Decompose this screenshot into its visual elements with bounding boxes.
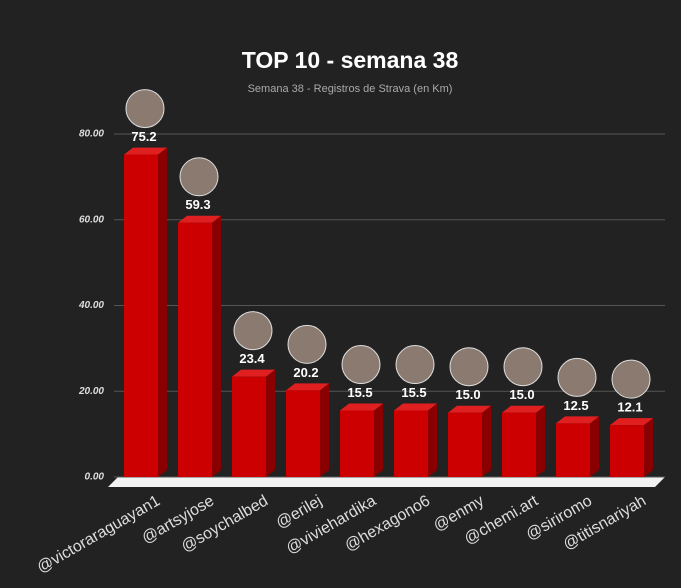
bar-top (394, 403, 437, 411)
bar-side (482, 405, 491, 477)
bar-side (266, 369, 275, 477)
bar-top (340, 403, 383, 411)
value-label: 15.0 (455, 387, 480, 402)
bar-top (286, 383, 329, 391)
value-label: 15.5 (347, 385, 372, 400)
bar-top (502, 405, 545, 413)
bar (340, 410, 374, 477)
y-tick-label: 40.00 (78, 300, 104, 311)
avatar (233, 311, 273, 351)
bar-top (232, 369, 275, 377)
value-label: 20.2 (293, 365, 318, 380)
bar (286, 390, 320, 477)
value-label: 12.5 (563, 398, 588, 413)
chart-title: TOP 10 - semana 38 (242, 47, 459, 73)
bar-side (428, 403, 437, 477)
bar-top (556, 416, 599, 424)
value-label: 12.1 (617, 400, 642, 415)
bar-side (590, 416, 599, 477)
chart-subtitle: Semana 38 - Registros de Strava (en Km) (248, 83, 453, 95)
bar-side (320, 383, 329, 477)
value-label: 59.3 (185, 197, 210, 212)
avatar (557, 357, 597, 397)
y-tick-label: 0.00 (85, 472, 105, 483)
bar-top (124, 147, 167, 155)
bar-side (374, 403, 383, 477)
bar-side (158, 147, 167, 477)
bar (610, 425, 644, 477)
avatar (503, 347, 543, 387)
bar (502, 412, 536, 477)
bar-side (212, 215, 221, 477)
avatar (341, 345, 381, 385)
value-label: 15.5 (401, 385, 426, 400)
y-tick-label: 20.00 (78, 386, 104, 397)
value-label: 75.2 (131, 129, 156, 144)
avatar (125, 89, 165, 129)
bar-side (644, 418, 653, 477)
bar-top (178, 215, 221, 223)
bar-top (448, 405, 491, 413)
bar (232, 376, 266, 477)
bar (556, 423, 590, 477)
value-label: 23.4 (239, 351, 265, 366)
avatar (611, 359, 651, 399)
bar-top (610, 418, 653, 426)
bar (178, 222, 212, 477)
avatar (395, 345, 435, 385)
bar (394, 410, 428, 477)
y-tick-label: 80.00 (79, 129, 104, 140)
avatar (179, 157, 219, 197)
bar (124, 154, 158, 477)
bar (448, 412, 482, 477)
value-label: 15.0 (509, 387, 534, 402)
floor (108, 477, 665, 487)
bar-side (536, 405, 545, 477)
y-tick-label: 60.00 (79, 214, 104, 225)
avatar (449, 347, 489, 387)
avatar (287, 324, 327, 364)
